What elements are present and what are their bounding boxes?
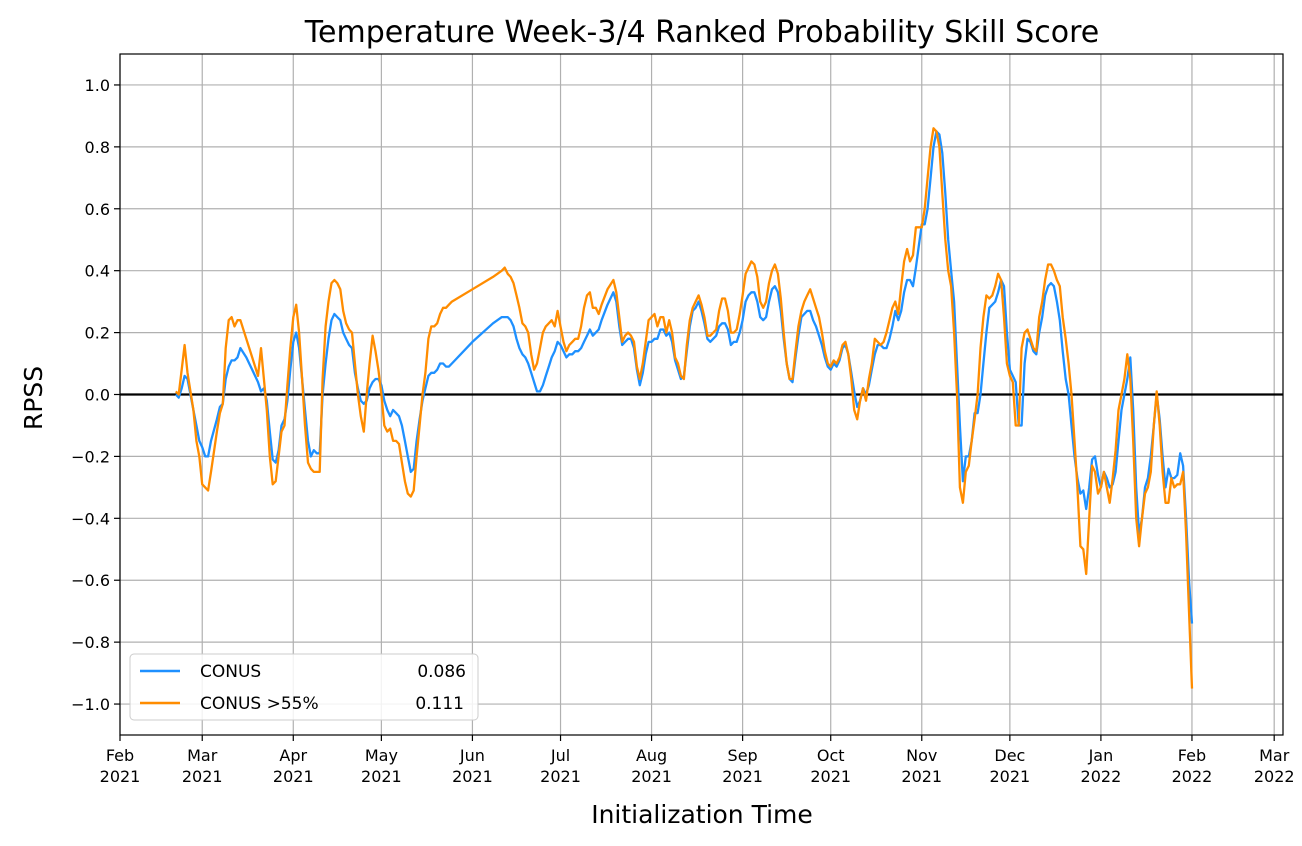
- x-tick-label-month: Jun: [459, 746, 485, 765]
- x-tick-label-year: 2021: [100, 767, 141, 786]
- x-tick-label-month: Aug: [636, 746, 667, 765]
- x-tick-label-year: 2021: [452, 767, 493, 786]
- y-tick-label: 0.8: [85, 138, 110, 157]
- series-line-conus-55: [174, 127, 1194, 689]
- x-tick-label-month: Feb: [106, 746, 134, 765]
- x-tick-label-year: 2022: [1081, 767, 1122, 786]
- x-tick-label-month: Sep: [728, 746, 758, 765]
- x-tick-label-month: Feb: [1178, 746, 1206, 765]
- x-tick-label-month: Mar: [187, 746, 218, 765]
- x-axis-label: Initialization Time: [591, 800, 813, 829]
- x-tick-label-month: Oct: [817, 746, 845, 765]
- x-tick-label-year: 2021: [810, 767, 851, 786]
- legend: CONUS 0.086 CONUS >55% 0.111: [129, 653, 479, 721]
- series-line-conus: [174, 130, 1194, 624]
- chart-title: Temperature Week-3/4 Ranked Probability …: [304, 15, 1099, 50]
- y-tick-label: 0.0: [85, 386, 110, 405]
- y-tick-label: −0.4: [71, 509, 110, 528]
- y-tick-label: −0.6: [71, 571, 110, 590]
- x-tick-label-year: 2021: [182, 767, 223, 786]
- y-tick-label: 0.4: [85, 262, 110, 281]
- legend-value-conus: 0.086: [417, 662, 466, 682]
- y-tick-label: −0.2: [71, 447, 110, 466]
- y-axis-label: RPSS: [19, 366, 48, 430]
- y-tick-label: 0.2: [85, 324, 110, 343]
- x-tick-label-year: 2022: [1172, 767, 1213, 786]
- x-tick-label-month: Dec: [994, 746, 1025, 765]
- series-layer: [174, 127, 1194, 689]
- x-axis-ticks: Feb 2021 Mar 2021 Apr 2021 May 2021 Jun 2021 Jul 20…: [100, 735, 1295, 786]
- legend-value-conus-55: 0.111: [415, 694, 464, 714]
- x-tick-label-year: 2021: [273, 767, 314, 786]
- x-tick-label-year: 2021: [631, 767, 672, 786]
- legend-label-conus-55: CONUS >55%: [200, 694, 319, 714]
- x-tick-label-month: Jul: [550, 746, 570, 765]
- y-tick-label: −0.8: [71, 633, 110, 652]
- x-tick-label-year: 2021: [990, 767, 1031, 786]
- x-tick-label-year: 2021: [722, 767, 763, 786]
- x-tick-label-month: Apr: [279, 746, 307, 765]
- x-tick-label-year: 2022: [1254, 767, 1295, 786]
- x-tick-label-year: 2021: [361, 767, 402, 786]
- y-tick-label: 1.0: [85, 76, 110, 95]
- x-tick-label-month: May: [365, 746, 398, 765]
- legend-box: [129, 653, 479, 721]
- y-axis-ticks: 1.0 0.8 0.6 0.4 0.2 0.0 −0.2 −0.4 −0.6 −0.8 −1.0: [71, 76, 120, 714]
- y-tick-label: −1.0: [71, 695, 110, 714]
- x-tick-label-year: 2021: [540, 767, 581, 786]
- x-tick-label-year: 2021: [901, 767, 942, 786]
- y-tick-label: 0.6: [85, 200, 110, 219]
- x-tick-label-month: Mar: [1259, 746, 1290, 765]
- x-tick-label-month: Nov: [906, 746, 937, 765]
- legend-label-conus: CONUS: [200, 662, 261, 682]
- x-tick-label-month: Jan: [1088, 746, 1114, 765]
